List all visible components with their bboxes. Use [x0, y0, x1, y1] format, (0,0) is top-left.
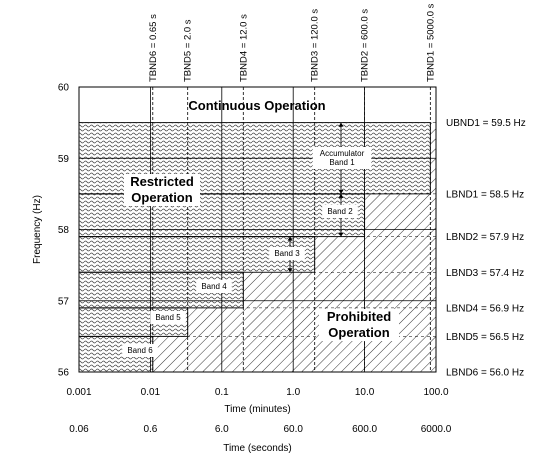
x-seconds-tick-label: 0.06	[69, 424, 89, 435]
lbnd2-label: LBND2 = 57.9 Hz	[446, 232, 524, 243]
lbnd3-label: LBND3 = 57.4 Hz	[446, 268, 524, 279]
band1-label: Band 1	[329, 158, 355, 167]
x-tick-label: 0.001	[66, 387, 91, 398]
band1-label: Accumulator	[320, 149, 365, 158]
x-seconds-tick-label: 600.0	[352, 424, 377, 435]
band1-arrow-head-top	[338, 122, 344, 127]
x-axis-label: Time (minutes)	[224, 404, 290, 415]
restricted-operation-label: Restricted	[130, 174, 194, 189]
tbnd3-label: TBND3 = 120.0 s	[310, 9, 321, 82]
tbnd1-label: TBND1 = 5000.0 s	[425, 3, 436, 82]
lbnd6-label: LBND6 = 56.0 Hz	[446, 368, 524, 379]
prohibited-operation-label: Operation	[328, 325, 389, 340]
x-seconds-tick-label: 60.0	[283, 424, 303, 435]
tbnd2-label: TBND2 = 600.0 s	[360, 9, 371, 82]
y-tick-label: 60	[58, 83, 70, 94]
band4-label-bg	[196, 280, 232, 293]
x-seconds-tick-label: 0.6	[143, 424, 157, 435]
band2-label: Band 2	[327, 207, 353, 216]
y-tick-label: 58	[58, 225, 70, 236]
lbnd5-label: LBND5 = 56.5 Hz	[446, 332, 524, 343]
x-tick-label: 10.0	[355, 387, 375, 398]
band1-arrow-head-bottom	[338, 189, 344, 194]
x-tick-label: 1.0	[286, 387, 300, 398]
y-tick-label: 57	[58, 296, 70, 307]
lbnd1-label: LBND1 = 58.5 Hz	[446, 189, 524, 200]
prohibited-label-bg	[319, 325, 399, 341]
restricted-label-bg	[124, 174, 200, 190]
prohibited-label-bg	[319, 309, 399, 325]
ubnd1-label: UBND1 = 59.5 Hz	[446, 118, 526, 129]
restricted-label-bg	[124, 190, 200, 206]
tbnd5-label: TBND5 = 2.0 s	[183, 19, 194, 82]
y-axis-label: Frequency (Hz)	[32, 195, 43, 264]
y-tick-label: 56	[58, 368, 70, 379]
x-seconds-tick-label: 6000.0	[421, 424, 452, 435]
x-tick-label: 0.01	[141, 387, 161, 398]
continuous-operation-label: Continuous Operation	[188, 98, 325, 113]
lbnd4-label: LBND4 = 56.9 Hz	[446, 303, 524, 314]
band3-label-bg	[269, 247, 305, 260]
band3-label: Band 3	[274, 249, 300, 258]
tbnd4-label: TBND4 = 12.0 s	[238, 14, 249, 82]
band5-label: Band 5	[155, 313, 181, 322]
band4-label: Band 4	[201, 282, 227, 291]
band6-label: Band 6	[127, 346, 153, 355]
band2-arrow-head-top	[338, 193, 344, 198]
band2-arrow-head-bottom	[338, 232, 344, 237]
restricted-operation-label: Operation	[131, 190, 192, 205]
x-seconds-tick-label: 6.0	[215, 424, 229, 435]
tbnd6-label: TBND6 = 0.65 s	[148, 14, 159, 82]
x-tick-label: 100.0	[423, 387, 448, 398]
prohibited-operation-label: Prohibited	[327, 309, 391, 324]
band3-arrow-head-bottom	[287, 268, 293, 273]
y-tick-label: 59	[58, 154, 70, 165]
x-axis-label-seconds: Time (seconds)	[223, 443, 292, 454]
x-tick-label: 0.1	[215, 387, 229, 398]
band2-label-bg	[322, 205, 358, 218]
band1-label-bg	[312, 147, 372, 169]
band5-label-bg	[150, 311, 186, 324]
band3-arrow-head-top	[287, 236, 293, 241]
band6-label-bg	[122, 344, 158, 357]
